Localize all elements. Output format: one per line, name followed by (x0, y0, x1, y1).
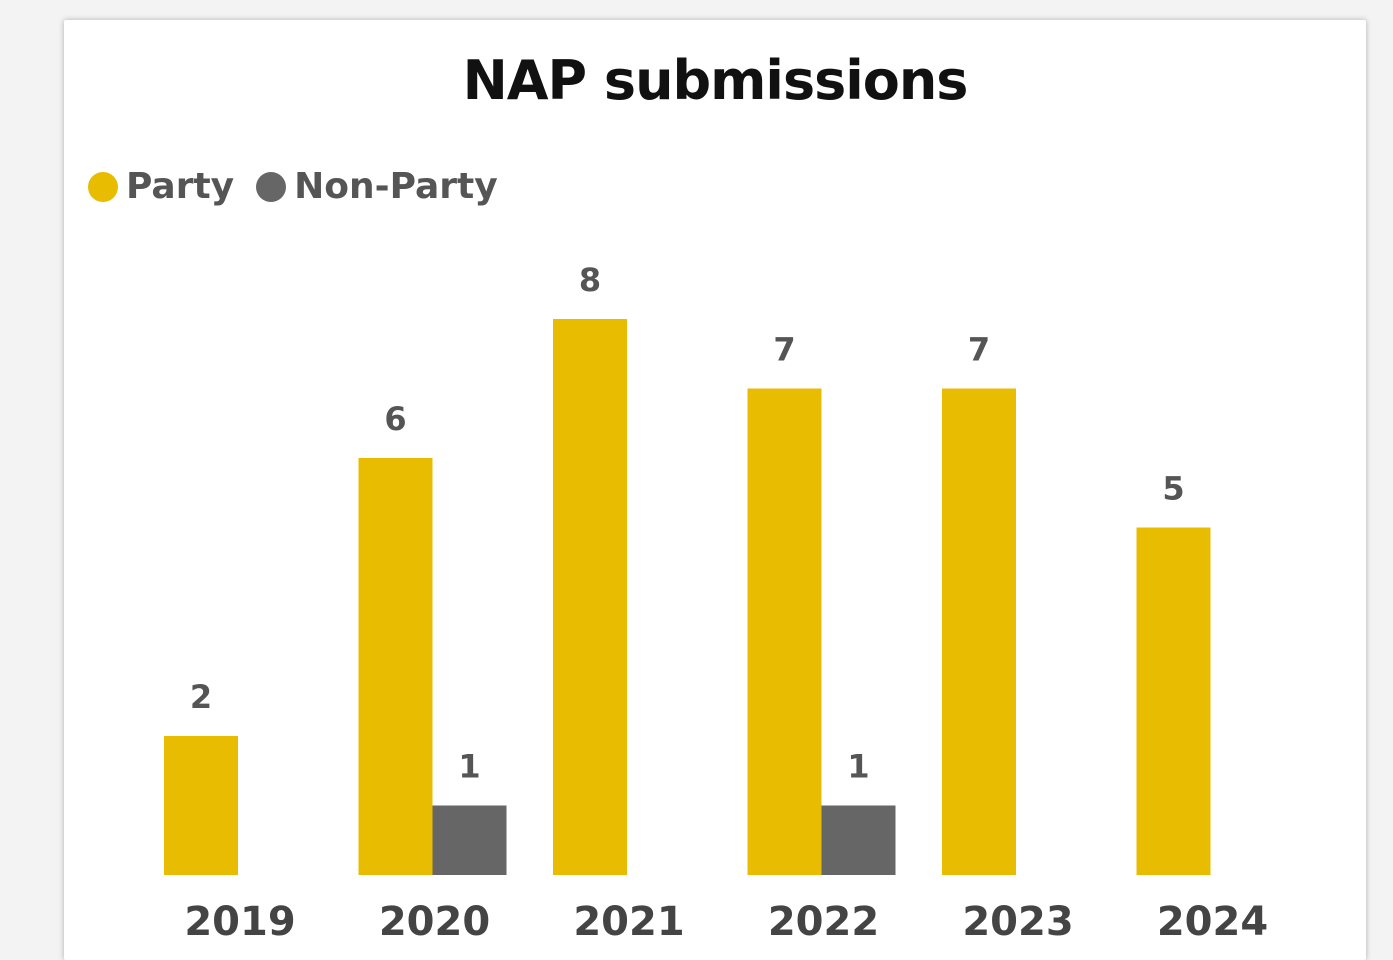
x-tick-label-2024: 2024 (1157, 899, 1268, 945)
x-tick-label-2019: 2019 (184, 899, 295, 945)
bar-party-2021[interactable] (553, 319, 627, 875)
bar-non-party-2020[interactable] (432, 805, 507, 876)
data-label-party-2023: 7 (968, 331, 990, 369)
chart-card: NAP submissions Party Non-Party 2 2019 6 1 2… (64, 20, 1366, 960)
bar-chart-plot: 2 2019 6 1 2020 8 2021 7 1 2022 7 2023 5 2024 (164, 261, 1268, 945)
chart-title: NAP submissions (462, 49, 969, 112)
x-tick-label-2023: 2023 (962, 899, 1073, 945)
bar-party-2022[interactable] (747, 388, 822, 876)
bar-non-party-2022[interactable] (821, 805, 896, 876)
data-label-non-party-2020: 1 (458, 748, 480, 786)
x-tick-label-2022: 2022 (768, 899, 879, 945)
legend-label-party: Party (126, 166, 235, 207)
bar-party-2024[interactable] (1136, 527, 1211, 876)
x-tick-label-2020: 2020 (379, 899, 490, 945)
bar-party-2019[interactable] (164, 736, 238, 875)
data-label-non-party-2022: 1 (847, 748, 869, 786)
legend-item-non-party[interactable]: Non-Party (256, 166, 498, 207)
bar-party-2020[interactable] (358, 458, 433, 875)
legend-swatch-non-party (256, 171, 287, 202)
data-label-party-2021: 8 (579, 261, 601, 299)
chart-legend: Party Non-Party (88, 166, 498, 207)
x-tick-label-2021: 2021 (573, 899, 684, 945)
legend-item-party[interactable]: Party (88, 166, 234, 207)
data-label-party-2020: 6 (384, 400, 406, 438)
data-label-party-2024: 5 (1162, 470, 1184, 508)
data-label-party-2022: 7 (773, 331, 795, 369)
data-label-party-2019: 2 (190, 678, 212, 716)
legend-label-non-party: Non-Party (294, 166, 498, 207)
bar-party-2023[interactable] (942, 388, 1016, 876)
legend-swatch-party (88, 171, 118, 202)
